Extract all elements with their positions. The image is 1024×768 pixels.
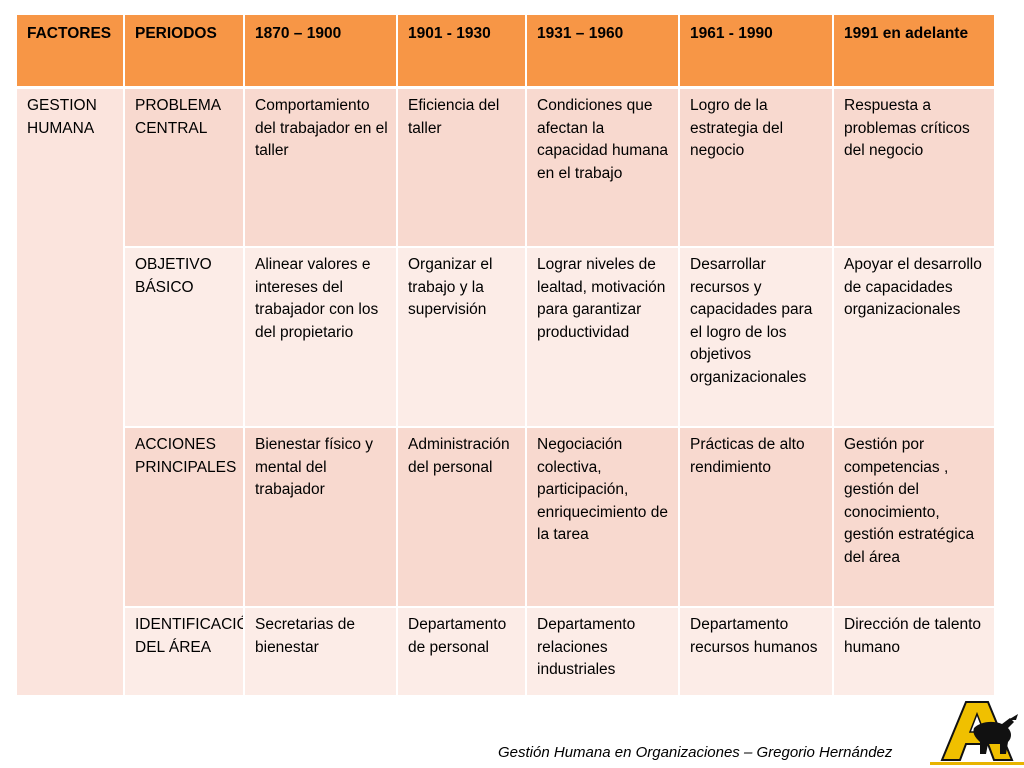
table-cell: Departamento relaciones industriales (527, 608, 680, 697)
table-row-identificacion-area: IDENTIFICACIÓN DEL ÁREA Secretarias de b… (17, 608, 996, 697)
table-cell: Eficiencia del taller (398, 89, 527, 248)
footer-caption: Gestión Humana en Organizaciones – Grego… (498, 744, 893, 761)
table-cell: Alinear valores e intereses del trabajad… (245, 248, 398, 428)
table-cell: Gestión por competencias , gestión del c… (834, 428, 996, 608)
header-factores: FACTORES (17, 15, 125, 89)
period-label: IDENTIFICACIÓN DEL ÁREA (125, 608, 245, 697)
table-cell: Secretarias de bienestar (245, 608, 398, 697)
period-label: ACCIONES PRINCIPALES (125, 428, 245, 608)
table-cell: Departamento recursos humanos (680, 608, 834, 697)
logo-icon (940, 701, 1018, 761)
table-cell: Desarrollar recursos y capacidades para … (680, 248, 834, 428)
table-cell: Dirección de talento humano (834, 608, 996, 697)
header-1870-1900: 1870 – 1900 (245, 15, 398, 89)
table-cell: Lograr niveles de lealtad, motivación pa… (527, 248, 680, 428)
table-cell: Bienestar físico y mental del trabajador (245, 428, 398, 608)
period-label: OBJETIVO BÁSICO (125, 248, 245, 428)
footer-divider (930, 762, 1024, 765)
table-cell: Organizar el trabajo y la supervisión (398, 248, 527, 428)
header-1931-1960: 1931 – 1960 (527, 15, 680, 89)
table-cell: Logro de la estrategia del negocio (680, 89, 834, 248)
header-periodos: PERIODOS (125, 15, 245, 89)
header-1961-1990: 1961 - 1990 (680, 15, 834, 89)
factors-table: FACTORES PERIODOS 1870 – 1900 1901 - 193… (17, 15, 996, 697)
table-cell: Prácticas de alto rendimiento (680, 428, 834, 608)
table-cell: Respuesta a problemas críticos del negoc… (834, 89, 996, 248)
table-cell: Condiciones que afectan la capacidad hum… (527, 89, 680, 248)
table-cell: Departamento de personal (398, 608, 527, 697)
table-row-problema-central: GESTION HUMANA PROBLEMA CENTRAL Comporta… (17, 89, 996, 697)
header-row: FACTORES PERIODOS 1870 – 1900 1901 - 193… (17, 15, 996, 89)
table-cell: Apoyar el desarrollo de capacidades orga… (834, 248, 996, 428)
table-cell: Administración del personal (398, 428, 527, 608)
header-1901-1930: 1901 - 1930 (398, 15, 527, 89)
table-row-acciones-principales: ACCIONES PRINCIPALES Bienestar físico y … (17, 428, 996, 608)
period-label: PROBLEMA CENTRAL (125, 89, 245, 248)
header-1991-onward: 1991 en adelante (834, 15, 996, 89)
factor-cell: GESTION HUMANA (17, 89, 125, 697)
table-cell: Negociación colectiva, participación, en… (527, 428, 680, 608)
table-row-objetivo-basico: OBJETIVO BÁSICO Alinear valores e intere… (17, 248, 996, 428)
table-cell: Comportamiento del trabajador en el tall… (245, 89, 398, 248)
